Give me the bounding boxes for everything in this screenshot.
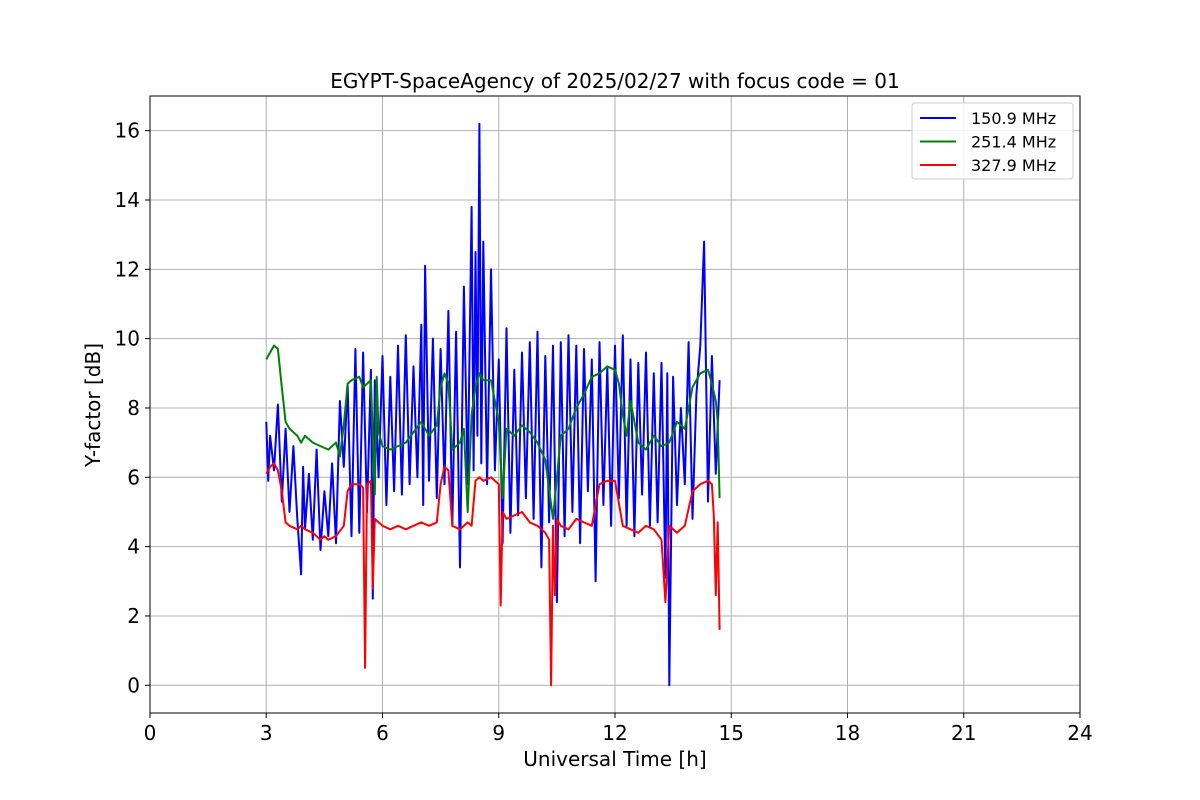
x-tick-label: 3 — [260, 721, 273, 745]
series-line-1 — [265, 344, 721, 520]
legend-label: 150.9 MHz — [971, 109, 1056, 128]
x-tick-label: 9 — [492, 721, 505, 745]
y-tick-label: 0 — [127, 673, 140, 697]
y-tick-label: 8 — [127, 396, 140, 420]
x-tick-label: 12 — [602, 721, 627, 745]
series-lines — [265, 122, 721, 687]
chart-title: EGYPT-SpaceAgency of 2025/02/27 with foc… — [330, 69, 899, 93]
y-tick-label: 10 — [115, 327, 140, 351]
y-tick-label: 4 — [127, 535, 140, 559]
legend-label: 251.4 MHz — [971, 133, 1056, 152]
y-tick-label: 2 — [127, 604, 140, 628]
x-tick-label: 15 — [719, 721, 744, 745]
x-tick-label: 24 — [1067, 721, 1092, 745]
x-tick-label: 0 — [144, 721, 157, 745]
x-axis-title: Universal Time [h] — [523, 747, 706, 771]
legend: 150.9 MHz 251.4 MHz 327.9 MHz — [911, 102, 1074, 180]
x-tick-label: 6 — [376, 721, 389, 745]
x-tick-label: 21 — [951, 721, 976, 745]
y-tick-label: 12 — [115, 257, 140, 281]
y-tick-label: 16 — [115, 119, 140, 143]
y-tick-label: 14 — [115, 188, 140, 212]
x-tick-label: 18 — [835, 721, 860, 745]
y-axis-title: Y-factor [dB] — [81, 343, 105, 468]
legend-box — [911, 102, 1074, 180]
legend-label: 327.9 MHz — [971, 156, 1056, 175]
series-line-0 — [265, 122, 721, 687]
series-line-2 — [265, 462, 721, 687]
y-tick-label: 6 — [127, 465, 140, 489]
